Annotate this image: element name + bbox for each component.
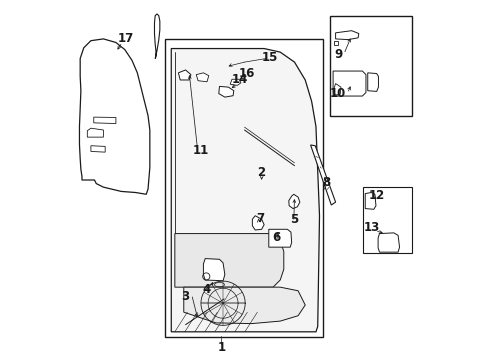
Polygon shape bbox=[175, 234, 283, 287]
Text: 2: 2 bbox=[257, 166, 265, 179]
Text: 7: 7 bbox=[256, 212, 264, 225]
Polygon shape bbox=[171, 49, 319, 332]
Polygon shape bbox=[332, 71, 365, 96]
Polygon shape bbox=[377, 233, 399, 252]
Text: 17: 17 bbox=[118, 32, 134, 45]
Polygon shape bbox=[230, 79, 241, 85]
Polygon shape bbox=[310, 145, 335, 205]
Polygon shape bbox=[80, 39, 149, 194]
Polygon shape bbox=[154, 14, 160, 59]
Polygon shape bbox=[268, 229, 291, 247]
Polygon shape bbox=[365, 193, 375, 209]
Polygon shape bbox=[335, 31, 358, 40]
Text: 12: 12 bbox=[368, 189, 384, 202]
Polygon shape bbox=[183, 287, 305, 324]
Text: 3: 3 bbox=[181, 289, 189, 303]
Polygon shape bbox=[178, 70, 190, 80]
Text: 16: 16 bbox=[239, 67, 255, 80]
Text: 9: 9 bbox=[333, 48, 342, 61]
Polygon shape bbox=[288, 194, 299, 208]
Polygon shape bbox=[218, 86, 233, 97]
Text: 11: 11 bbox=[192, 144, 208, 157]
Text: 1: 1 bbox=[217, 341, 225, 354]
Text: 6: 6 bbox=[272, 231, 280, 244]
Text: 5: 5 bbox=[289, 213, 297, 226]
Text: 15: 15 bbox=[261, 51, 277, 64]
Polygon shape bbox=[367, 73, 378, 91]
Polygon shape bbox=[332, 84, 340, 95]
Text: 14: 14 bbox=[231, 73, 248, 86]
Polygon shape bbox=[196, 73, 208, 82]
Text: 4: 4 bbox=[202, 283, 210, 296]
Text: 10: 10 bbox=[329, 87, 346, 100]
Polygon shape bbox=[252, 216, 264, 230]
Text: 8: 8 bbox=[322, 176, 330, 189]
Polygon shape bbox=[203, 258, 224, 281]
Text: 13: 13 bbox=[363, 221, 379, 234]
